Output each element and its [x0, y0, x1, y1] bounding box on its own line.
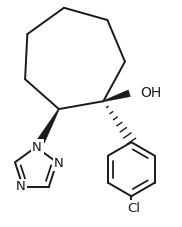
Text: N: N — [33, 141, 43, 153]
Text: N: N — [54, 157, 64, 170]
Text: Cl: Cl — [127, 202, 140, 215]
Polygon shape — [103, 90, 130, 102]
Polygon shape — [37, 109, 59, 143]
Text: N: N — [16, 180, 26, 193]
Text: OH: OH — [140, 86, 162, 100]
Text: N: N — [32, 141, 42, 153]
